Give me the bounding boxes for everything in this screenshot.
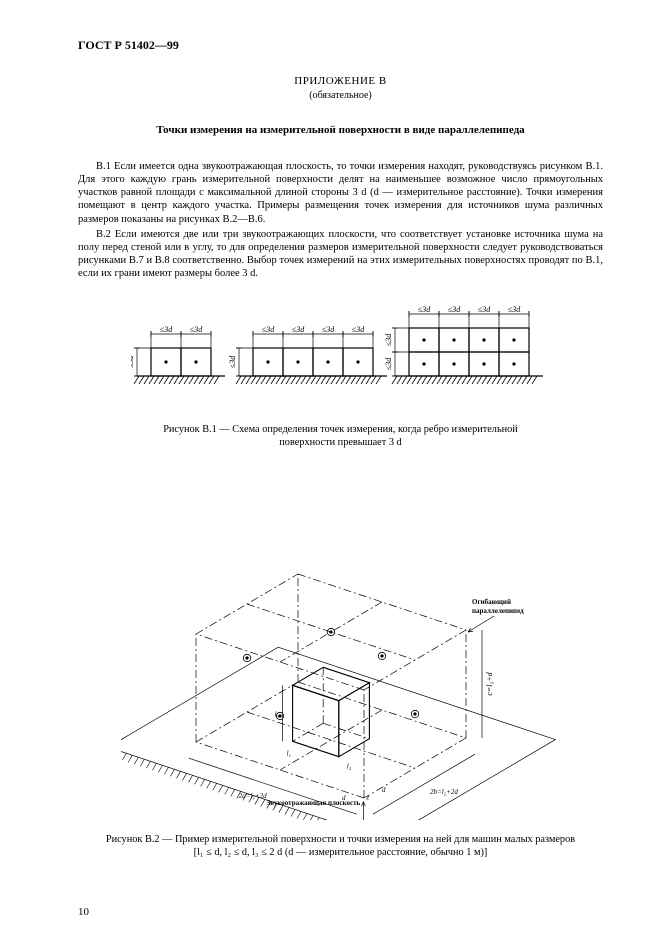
svg-text:≤3d: ≤3d: [507, 305, 520, 314]
figure-b2-caption-text: Пример измерительной поверхности и точки…: [175, 834, 575, 845]
svg-text:≤3d: ≤3d: [291, 325, 304, 334]
svg-text:≤3d: ≤3d: [131, 355, 135, 368]
svg-text:≤3d: ≤3d: [384, 357, 393, 370]
figure-b2-caption-prefix: Рисунок В.2 —: [106, 834, 175, 845]
figure-b1-caption-line2: поверхности превышает 3 d: [78, 437, 603, 450]
svg-text:≤3d: ≤3d: [447, 305, 460, 314]
figure-b1-caption: Рисунок В.1 — Схема определения точек из…: [78, 424, 603, 450]
svg-text:≤3d: ≤3d: [417, 305, 430, 314]
svg-text:d: d: [382, 786, 386, 794]
page-number: 10: [78, 906, 89, 920]
doc-code: ГОСТ Р 51402—99: [78, 38, 603, 53]
figure-b2-caption: Рисунок В.2 — Пример измерительной повер…: [78, 834, 603, 860]
paragraph-b1: В.1 Если имеется одна звукоотражающая пл…: [78, 160, 603, 226]
paragraph-b2: В.2 Если имеются две или три звукоотража…: [78, 228, 603, 281]
svg-text:≤3d: ≤3d: [261, 325, 274, 334]
figure-b1-diagram: ≤3d ≤3d ≤3d ≤3d ≤3d ≤3d ≤3d ≤3d ≤3d ≤3d ≤3d ≤3d ≤3d ≤…: [131, 300, 551, 410]
svg-text:≤3d: ≤3d: [477, 305, 490, 314]
svg-text:параллелепипед: параллелепипед: [472, 607, 524, 615]
svg-text:c=l₃+d: c=l₃+d: [485, 671, 494, 695]
svg-text:2a=l₁+2d: 2a=l₁+2d: [238, 792, 266, 800]
figure-b1-caption-text: Схема определения точек измерения, когда…: [232, 424, 518, 435]
svg-text:l₂: l₂: [346, 763, 351, 771]
svg-text:≤3d: ≤3d: [228, 355, 237, 368]
svg-text:d: d: [342, 794, 346, 802]
figure-b1-caption-prefix: Рисунок В.1 —: [163, 424, 232, 435]
svg-text:≤3d: ≤3d: [321, 325, 334, 334]
svg-text:l₁: l₁: [286, 749, 290, 757]
svg-text:2b=l₂+2d: 2b=l₂+2d: [430, 788, 458, 796]
appendix-title: ПРИЛОЖЕНИЕ В: [78, 75, 603, 89]
section-title: Точки измерения на измерительной поверхн…: [78, 124, 603, 138]
figure-b2-caption-line2: [l₁ ≤ d, l₂ ≤ d, l₃ ≤ 2 d (d — измерител…: [78, 847, 603, 860]
svg-text:≤3d: ≤3d: [159, 325, 172, 334]
figure-b2-diagram: l₃c=l₃+dОгибающийпараллелепипедЗвукоотра…: [121, 480, 561, 820]
svg-text:l₃: l₃: [274, 710, 279, 718]
svg-text:≤3d: ≤3d: [189, 325, 202, 334]
svg-text:Огибающий: Огибающий: [472, 598, 511, 606]
svg-text:≤3d: ≤3d: [384, 333, 393, 346]
appendix-mandatory: (обязательное): [78, 90, 603, 103]
svg-text:z: z: [365, 793, 369, 801]
svg-text:≤3d: ≤3d: [351, 325, 364, 334]
